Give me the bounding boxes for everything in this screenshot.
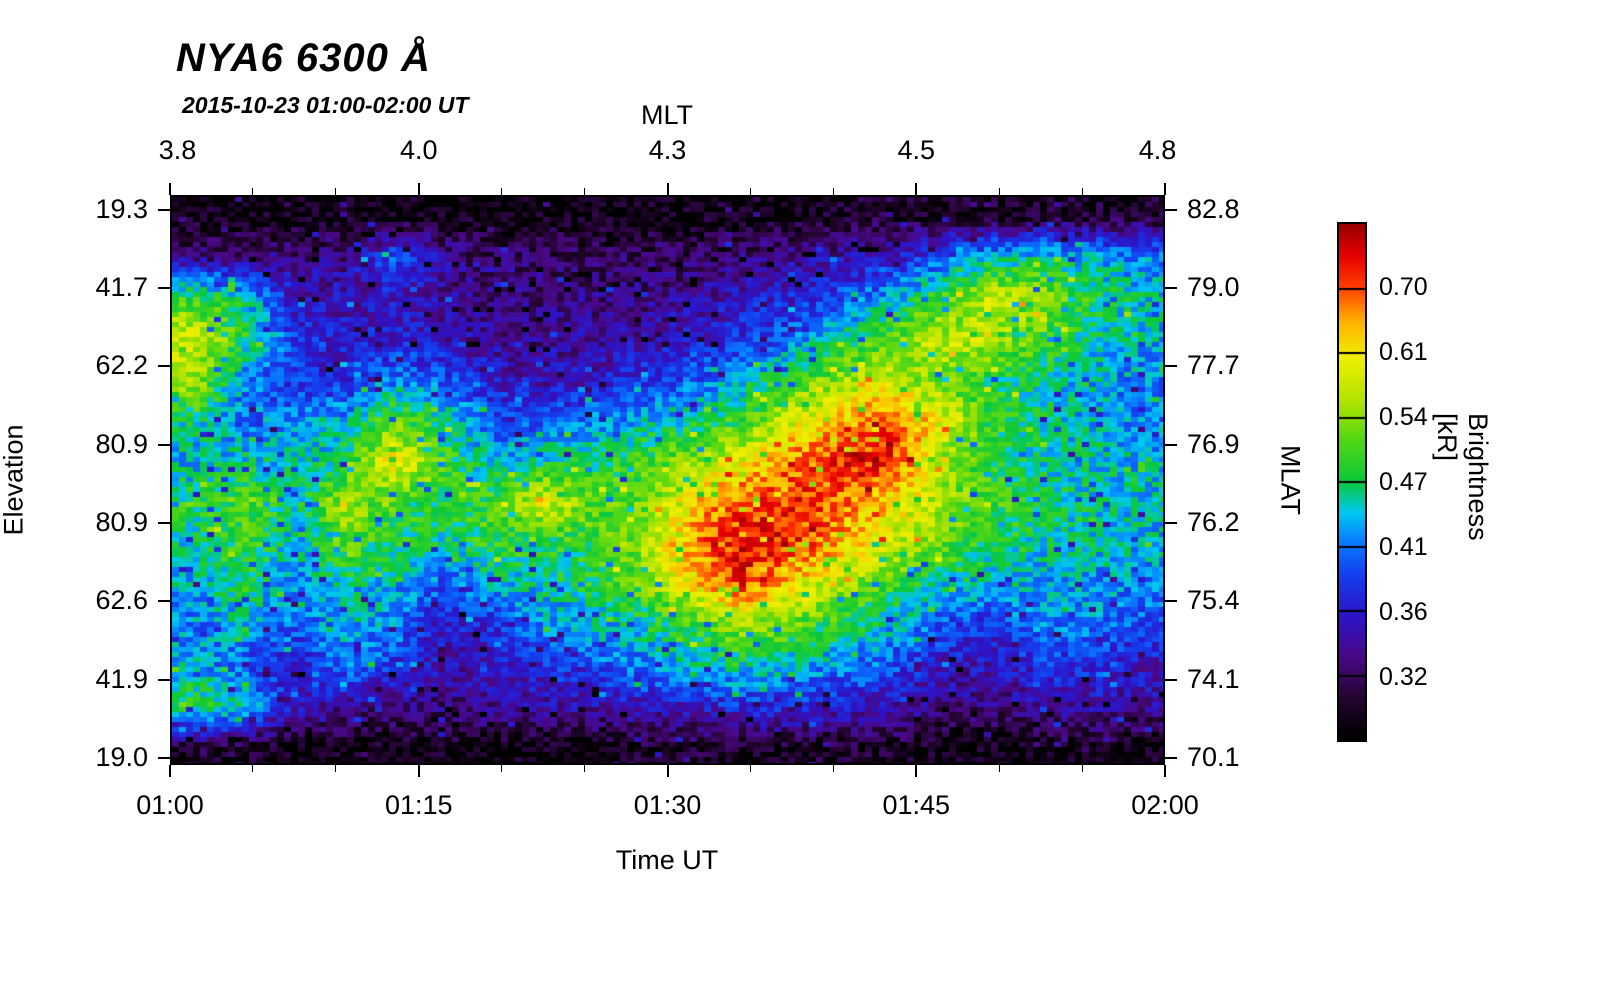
bottom-axis-minor-tick — [998, 765, 1000, 772]
top-axis-minor-tick — [501, 188, 503, 195]
bottom-axis-minor-tick — [1081, 765, 1083, 772]
right-axis-tick — [1165, 443, 1177, 446]
top-axis-minor-tick — [832, 188, 834, 195]
bottom-axis-minor-tick — [252, 765, 254, 772]
right-axis-tick-label: 76.9 — [1187, 428, 1240, 459]
right-axis-label: MLAT — [1275, 444, 1306, 516]
right-axis-tick-label: 77.7 — [1187, 350, 1240, 381]
heatmap-plot-area — [170, 195, 1165, 765]
bottom-axis-tick-label: 01:30 — [633, 790, 702, 820]
right-axis-tick-label: 74.1 — [1187, 663, 1240, 694]
colorbar-tick-label: 0.41 — [1379, 533, 1428, 561]
right-axis-tick — [1165, 365, 1177, 368]
right-axis-tick-label: 76.2 — [1187, 507, 1240, 538]
left-axis-tick-label: 62.6 — [95, 585, 148, 616]
colorbar-tick-label: 0.54 — [1379, 403, 1428, 431]
right-axis-tick-label: 75.4 — [1187, 585, 1240, 616]
colorbar-tick-label: 0.70 — [1379, 273, 1428, 301]
brightness-heatmap — [172, 197, 1163, 763]
bottom-axis-tick-label: 01:15 — [384, 790, 453, 820]
top-axis-label: MLT — [641, 100, 693, 130]
bottom-axis-tick-label: 01:45 — [882, 790, 951, 820]
left-axis-tick — [158, 365, 170, 368]
chart-subtitle: 2015-10-23 01:00-02:00 UT — [182, 92, 469, 118]
left-axis-tick — [158, 287, 170, 290]
top-axis-tick-label: 4.3 — [648, 135, 687, 165]
right-axis-tick — [1165, 757, 1177, 760]
left-axis-tick — [158, 678, 170, 681]
bottom-axis-tick-label: 02:00 — [1131, 790, 1199, 820]
top-axis-minor-tick — [998, 188, 1000, 195]
top-axis-tick-label: 4.8 — [1138, 135, 1177, 165]
top-axis-tick — [417, 183, 420, 195]
left-axis-tick-label: 62.2 — [95, 350, 148, 381]
top-axis-tick — [169, 183, 171, 195]
colorbar-tick-label: 0.47 — [1379, 468, 1428, 496]
bottom-axis-minor-tick — [584, 765, 586, 772]
top-axis-tick-label: 4.5 — [897, 135, 936, 165]
left-axis-tick-label: 19.3 — [95, 193, 148, 224]
top-axis-tick — [915, 183, 918, 195]
left-axis-tick — [158, 443, 170, 446]
right-axis-tick-label: 79.0 — [1187, 272, 1240, 303]
top-axis-minor-tick — [252, 188, 254, 195]
chart-title: NYA6 6300 Å — [176, 36, 431, 80]
left-axis-tick-label: 41.9 — [95, 663, 148, 694]
colorbar-label: Brightness [kR] — [1432, 413, 1493, 541]
top-axis-minor-tick — [749, 188, 751, 195]
bottom-axis-minor-tick — [335, 765, 337, 772]
colorbar-tick-label: 0.32 — [1379, 663, 1428, 691]
right-axis-tick — [1165, 208, 1177, 211]
bottom-axis-tick — [666, 765, 669, 777]
left-axis-label: Elevation — [0, 424, 29, 536]
left-axis-tick-label: 19.0 — [95, 742, 148, 773]
right-axis-tick-label: 82.8 — [1187, 193, 1240, 224]
top-axis-tick-label: 4.0 — [399, 135, 438, 165]
bottom-axis-tick — [169, 765, 171, 777]
left-axis-tick — [158, 600, 170, 603]
right-axis-tick — [1165, 287, 1177, 290]
bottom-axis-tick — [1164, 765, 1166, 777]
right-axis-tick-label: 70.1 — [1187, 742, 1240, 773]
bottom-axis-tick-label: 01:00 — [136, 790, 204, 820]
right-axis-tick — [1165, 678, 1177, 681]
bottom-axis-tick — [417, 765, 420, 777]
bottom-axis-tick — [915, 765, 918, 777]
bottom-axis-minor-tick — [501, 765, 503, 772]
bottom-axis-label: Time UT — [615, 845, 719, 875]
top-axis-tick-label: 3.8 — [158, 135, 197, 165]
top-axis-minor-tick — [584, 188, 586, 195]
colorbar-tick-label: 0.61 — [1379, 338, 1428, 366]
left-axis-tick — [158, 757, 170, 760]
left-axis-tick-label: 41.7 — [95, 272, 148, 303]
top-axis-tick — [666, 183, 669, 195]
bottom-axis-minor-tick — [832, 765, 834, 772]
top-axis-minor-tick — [1081, 188, 1083, 195]
left-axis-tick-label: 80.9 — [95, 507, 148, 538]
right-axis-tick — [1165, 600, 1177, 603]
top-axis-tick — [1164, 183, 1166, 195]
right-axis-tick — [1165, 522, 1177, 525]
bottom-axis-minor-tick — [749, 765, 751, 772]
colorbar — [1337, 222, 1367, 742]
top-axis-minor-tick — [335, 188, 337, 195]
left-axis-tick — [158, 208, 170, 211]
left-axis-tick — [158, 522, 170, 525]
colorbar-gradient — [1339, 224, 1365, 740]
colorbar-tick-label: 0.36 — [1379, 598, 1428, 626]
left-axis-tick-label: 80.9 — [95, 428, 148, 459]
